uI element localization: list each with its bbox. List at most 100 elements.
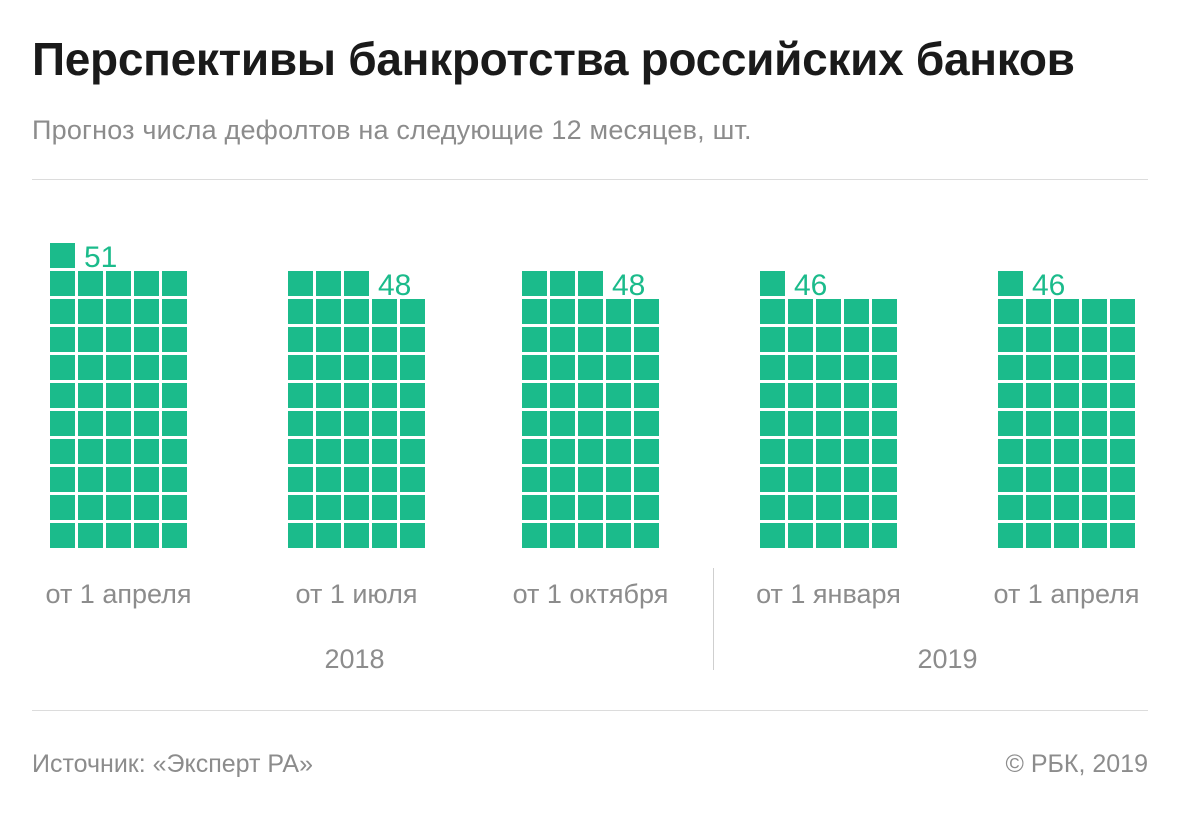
unit-square — [162, 411, 187, 436]
unit-square — [634, 495, 659, 520]
unit-square — [372, 467, 397, 492]
unit-square — [522, 439, 547, 464]
year-separator — [713, 568, 714, 670]
unit-square — [606, 383, 631, 408]
unit-square — [50, 495, 75, 520]
unit-square — [162, 355, 187, 380]
unit-square — [760, 523, 785, 548]
bar-group-2: 48 — [522, 269, 659, 548]
unit-square — [1054, 411, 1079, 436]
unit-square — [78, 523, 103, 548]
unit-square — [816, 523, 841, 548]
unit-square — [606, 467, 631, 492]
unit-square — [816, 327, 841, 352]
unit-square — [50, 439, 75, 464]
unit-square — [872, 411, 897, 436]
unit-square — [316, 495, 341, 520]
bar-group-0: 51 — [50, 241, 187, 548]
unit-square — [1082, 439, 1107, 464]
unit-square — [372, 327, 397, 352]
unit-square — [288, 495, 313, 520]
unit-square — [316, 439, 341, 464]
unit-square — [1026, 523, 1051, 548]
unit-square — [522, 327, 547, 352]
unit-square — [1054, 383, 1079, 408]
unit-square — [1026, 411, 1051, 436]
unit-square — [288, 327, 313, 352]
unit-square — [400, 299, 425, 324]
unit-square — [844, 299, 869, 324]
unit-square — [344, 439, 369, 464]
unit-square — [106, 523, 131, 548]
unit-square — [606, 523, 631, 548]
unit-square — [550, 355, 575, 380]
unit-square — [1054, 523, 1079, 548]
unit-square — [634, 439, 659, 464]
unit-square — [400, 495, 425, 520]
unit-square — [1110, 327, 1135, 352]
unit-square — [816, 411, 841, 436]
value-label: 46 — [794, 269, 827, 302]
unit-square — [288, 411, 313, 436]
unit-square — [400, 439, 425, 464]
unit-square — [1082, 355, 1107, 380]
unit-square — [162, 271, 187, 296]
unit-square — [578, 495, 603, 520]
category-label: от 1 июля — [296, 579, 418, 609]
unit-square — [134, 383, 159, 408]
unit-square — [106, 355, 131, 380]
unit-square — [844, 523, 869, 548]
unit-square — [578, 411, 603, 436]
unit-square — [872, 355, 897, 380]
value-label: 46 — [1032, 269, 1065, 302]
unit-square — [162, 327, 187, 352]
bar-group-4: 46 — [998, 269, 1135, 548]
unit-square — [400, 523, 425, 548]
unit-square — [606, 299, 631, 324]
unit-square — [522, 355, 547, 380]
unit-square — [844, 439, 869, 464]
unit-square — [522, 299, 547, 324]
unit-square — [1110, 299, 1135, 324]
unit-square — [1082, 383, 1107, 408]
unit-square — [872, 439, 897, 464]
unit-square — [134, 271, 159, 296]
unit-square — [1054, 439, 1079, 464]
unit-square — [844, 411, 869, 436]
unit-square — [1026, 327, 1051, 352]
unit-square — [1110, 439, 1135, 464]
unit-square — [50, 243, 75, 268]
unit-square — [106, 439, 131, 464]
category-label: от 1 апреля — [994, 579, 1140, 609]
unit-square — [372, 299, 397, 324]
year-label: 2019 — [917, 644, 977, 674]
unit-square — [788, 383, 813, 408]
unit-square — [550, 439, 575, 464]
unit-square — [1082, 411, 1107, 436]
unit-square — [844, 355, 869, 380]
unit-square — [162, 523, 187, 548]
unit-square — [344, 355, 369, 380]
unit-square — [78, 355, 103, 380]
unit-square — [288, 299, 313, 324]
unit-square — [50, 271, 75, 296]
unit-square — [1054, 327, 1079, 352]
unit-square — [1082, 467, 1107, 492]
unit-square — [872, 299, 897, 324]
unit-square — [522, 467, 547, 492]
unit-square — [344, 467, 369, 492]
unit-square — [50, 355, 75, 380]
unit-square — [844, 495, 869, 520]
unit-square — [1026, 495, 1051, 520]
unit-square — [1110, 411, 1135, 436]
unit-square — [78, 495, 103, 520]
unit-square — [550, 299, 575, 324]
unit-square — [372, 411, 397, 436]
unit-square — [106, 467, 131, 492]
unit-square — [344, 299, 369, 324]
unit-square — [844, 383, 869, 408]
unit-square — [400, 327, 425, 352]
unit-square — [606, 495, 631, 520]
unit-square — [522, 495, 547, 520]
unit-square — [998, 411, 1023, 436]
